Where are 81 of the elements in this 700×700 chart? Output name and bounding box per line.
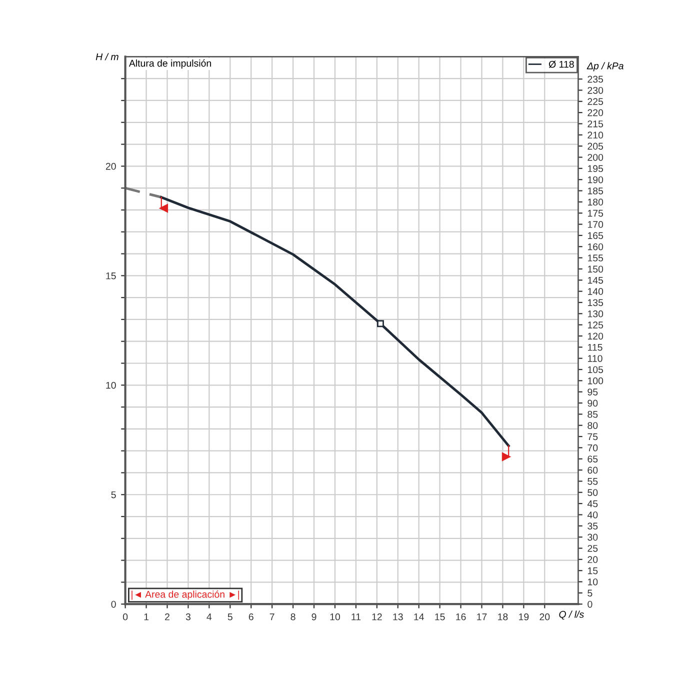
x-tick-label: 2 — [165, 613, 170, 620]
y2-tick-label: 75 — [588, 433, 598, 440]
y2-tick-label: 20 — [588, 556, 598, 564]
y2-tick-label: 175 — [588, 210, 604, 217]
y2-tick-label: 185 — [588, 187, 604, 194]
y2-tick-label: 215 — [588, 120, 604, 128]
x-tick-label: 10 — [330, 613, 340, 620]
y2-tick-label: 60 — [588, 466, 598, 474]
x-tick-label: 18 — [498, 613, 508, 620]
y2-axis-title: Δp / kPa — [586, 62, 624, 72]
y2-tick-label: 65 — [588, 456, 598, 462]
y2-tick-label: 180 — [588, 198, 604, 206]
y2-tick-label: 80 — [588, 422, 598, 429]
y2-tick-label: 100 — [588, 377, 604, 384]
y2-tick-label: 105 — [588, 366, 604, 374]
y-tick-label: 0 — [111, 600, 116, 608]
y2-tick-label: 150 — [588, 266, 604, 273]
y2-tick-label: 95 — [588, 388, 598, 396]
y2-tick-label: 50 — [588, 489, 598, 496]
y2-tick-label: 205 — [588, 142, 604, 150]
x-tick-label: 4 — [206, 613, 212, 620]
line-series — [160, 196, 510, 448]
y2-tick-label: 230 — [588, 86, 604, 94]
y2-tick-label: 160 — [588, 243, 604, 250]
y2-tick-label: 130 — [588, 310, 604, 318]
x-tick-label: 1 — [144, 613, 148, 620]
y2-tick-label: 40 — [587, 511, 598, 518]
x-tick-label: 9 — [312, 613, 316, 620]
y2-tick-label: 135 — [588, 299, 604, 306]
annotation: Altura de impulsión — [128, 59, 211, 69]
y2-tick-label: 85 — [588, 410, 598, 418]
y2-tick-label: 195 — [588, 165, 604, 172]
x-tick-label: 6 — [248, 613, 254, 620]
y2-tick-label: 155 — [588, 254, 604, 262]
y2-tick-label: 45 — [587, 500, 598, 508]
y2-tick-label: 10 — [588, 578, 598, 586]
y2-tick-label: 200 — [588, 154, 604, 161]
x-tick-label: 5 — [228, 613, 232, 620]
y2-tick-label: 5 — [588, 590, 592, 597]
y2-tick-label: 110 — [588, 355, 602, 362]
y2-tick-label: 220 — [588, 109, 604, 116]
y-tick-label: 10 — [106, 382, 116, 389]
y2-tick-label: 55 — [588, 478, 598, 485]
y2-tick-label: 15 — [588, 567, 598, 574]
x-tick-label: 17 — [477, 613, 487, 620]
y2-tick-label: 35 — [588, 522, 598, 530]
legend-label: Ø 118 — [548, 60, 574, 68]
y2-tick-label: 165 — [588, 232, 604, 240]
y2-tick-label: 30 — [588, 534, 598, 541]
y2-tick-label: 170 — [588, 221, 604, 228]
x-tick-label: 15 — [435, 613, 445, 620]
y2-tick-label: 125 — [588, 322, 604, 328]
y2-tick-label: 140 — [588, 288, 604, 295]
x-tick-label: 3 — [186, 613, 190, 620]
x-tick-label: 19 — [519, 613, 529, 620]
x-tick-label: 13 — [393, 613, 403, 620]
x-tick-label: 16 — [456, 613, 466, 620]
y2-tick-label: 210 — [588, 132, 604, 139]
y2-tick-label: 25 — [588, 544, 598, 552]
x-tick-label: 11 — [352, 613, 361, 620]
y2-tick-label: 145 — [588, 276, 604, 284]
y2-tick-label: 70 — [588, 444, 598, 452]
x-tick-label: 20 — [540, 613, 550, 620]
y2-tick-label: 0 — [588, 600, 592, 608]
x-tick-label: 0 — [122, 613, 128, 620]
x-tick-label: 12 — [372, 613, 382, 620]
y-axis-title: H / m — [96, 53, 118, 60]
y2-tick-label: 115 — [588, 344, 602, 351]
y-tick-label: 15 — [106, 272, 116, 280]
y-tick-label: 20 — [106, 162, 116, 170]
y2-tick-label: 235 — [588, 76, 604, 83]
y2-tick-label: 190 — [588, 176, 604, 184]
x-tick-label: 7 — [270, 613, 274, 620]
y2-tick-label: 225 — [588, 98, 604, 106]
x-tick-label: 14 — [414, 613, 424, 620]
y-tick-label: 5 — [111, 491, 116, 498]
x-tick-label: 8 — [290, 613, 296, 620]
y2-tick-label: 90 — [588, 400, 598, 407]
x-axis-title: Q / l/s — [559, 610, 584, 620]
y2-tick-label: 120 — [588, 332, 604, 340]
annotation: |◄ Area de aplicación ►| — [132, 590, 240, 600]
